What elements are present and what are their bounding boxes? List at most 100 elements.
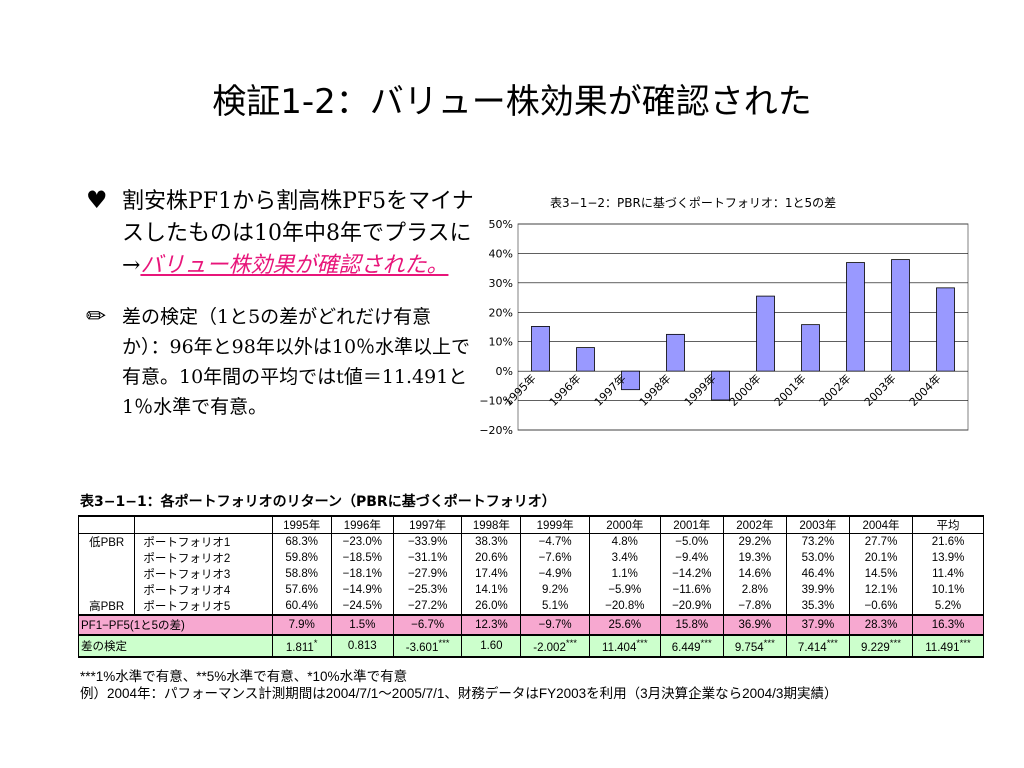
return-cell: 13.9%	[912, 550, 984, 566]
significance-star: ***	[826, 638, 838, 650]
row-group-label	[77, 550, 136, 566]
return-cell: 29.2%	[722, 533, 787, 550]
tstat-cell: 11.404***	[588, 635, 661, 658]
return-cell: −4.9%	[520, 566, 590, 582]
return-cell: 59.8%	[271, 550, 332, 566]
slide-title: 検証1-2：バリュー株効果が確認された	[212, 82, 812, 122]
significance-star: ***	[700, 638, 712, 650]
bar	[531, 326, 550, 372]
diff-cell: 16.3%	[912, 614, 984, 636]
column-header: 1997年	[392, 515, 463, 534]
return-cell: 14.6%	[722, 566, 787, 582]
return-cell: −18.5%	[330, 550, 394, 566]
row-group-label: 低PBR	[77, 533, 136, 550]
pencil-icon: ✏	[86, 302, 107, 330]
test-label: 差の検定	[78, 635, 273, 658]
return-cell: −24.5%	[330, 598, 394, 616]
table-row: ポートフォリオ3 58.8% −18.1% −27.9% 17.4% −4.9% 1.1% −…	[77, 566, 984, 582]
diff-cell: 15.8%	[659, 614, 724, 636]
note-example: 例）2004年：パフォーマンス計測期間は2004/7/1〜2005/7/1、財務…	[80, 686, 838, 701]
return-cell: −27.9%	[392, 566, 463, 582]
return-cell: 57.6%	[271, 582, 332, 598]
significance-star: ***	[636, 638, 648, 650]
return-cell: 35.3%	[785, 598, 850, 616]
y-tick-label: 0%	[496, 365, 513, 378]
significance-star: ***	[438, 638, 450, 650]
bullet-item-1: ♥ 割安株PF1から割高株PF5をマイナスしたものは10年中8年でプラスに→バリ…	[86, 186, 476, 282]
bar	[936, 287, 955, 372]
column-header: 2000年	[588, 515, 661, 534]
y-tick-label: 50%	[489, 218, 513, 231]
tstat-cell: 0.813	[330, 635, 394, 658]
return-cell: −20.8%	[588, 598, 661, 616]
column-header: 1998年	[461, 515, 522, 534]
tstat-cell: 1.60	[461, 635, 522, 658]
returns-table: 1995年 1996年 1997年 1998年 1999年 2000年 2001年 2002年…	[77, 515, 984, 658]
bar	[801, 324, 820, 372]
diff-label: PF1−PF5(1と5の差)	[78, 614, 273, 636]
return-cell: 5.2%	[912, 598, 984, 616]
table-row: 低PBR ポートフォリオ1 68.3% −23.0% −33.9% 38.3% −4.7% 4…	[77, 533, 984, 550]
significance-star: ***	[889, 638, 901, 650]
diff-cell: 7.9%	[271, 614, 332, 636]
return-cell: −23.0%	[330, 533, 394, 550]
return-cell: −33.9%	[392, 533, 463, 550]
portfolio-name: ポートフォリオ4	[134, 582, 273, 598]
significance-star: ***	[959, 638, 971, 650]
return-cell: −25.3%	[392, 582, 463, 598]
y-tick-label: 30%	[489, 277, 513, 290]
y-tick-label: 20%	[489, 306, 513, 319]
return-cell: −27.2%	[392, 598, 463, 616]
return-cell: −14.2%	[659, 566, 724, 582]
tstat-cell: 1.811*	[271, 635, 332, 658]
column-header: 1995年	[271, 515, 332, 534]
table-row: ポートフォリオ2 59.8% −18.5% −31.1% 20.6% −7.6% 3.4% −…	[77, 550, 984, 566]
return-cell: 26.0%	[461, 598, 522, 616]
bar	[756, 295, 775, 372]
return-cell: −7.8%	[722, 598, 787, 616]
column-header: 2001年	[659, 515, 724, 534]
bar	[891, 259, 910, 372]
bullet-item-2: ✏ 差の検定（1と5の差がどれだけ有意か）：96年と98年以外は10％水準以上で…	[86, 302, 476, 422]
diff-cell: −6.7%	[392, 614, 463, 636]
tstat-cell: -2.002***	[520, 635, 590, 658]
diff-cell: −9.7%	[520, 614, 590, 636]
return-cell: −14.9%	[330, 582, 394, 598]
return-cell: 11.4%	[912, 566, 984, 582]
return-cell: 5.1%	[520, 598, 590, 616]
bar	[711, 370, 730, 401]
significance-star: ***	[565, 638, 578, 650]
diff-cell: 28.3%	[848, 614, 914, 636]
return-cell: 58.8%	[271, 566, 332, 582]
portfolio-name: ポートフォリオ1	[134, 533, 273, 550]
return-cell: −0.6%	[848, 598, 914, 616]
portfolio-name: ポートフォリオ3	[134, 566, 273, 582]
row-group-label	[77, 582, 136, 598]
column-header: 1999年	[520, 515, 590, 534]
y-tick-label: −20%	[479, 424, 513, 437]
header-empty-cell	[77, 515, 136, 534]
column-header: 2002年	[722, 515, 787, 534]
table-row: ポートフォリオ4 57.6% −14.9% −25.3% 14.1% 9.2% −5.9% −…	[77, 582, 984, 598]
y-tick-label: −10%	[479, 395, 513, 408]
return-cell: 14.1%	[461, 582, 522, 598]
diff-cell: 25.6%	[588, 614, 661, 636]
significance-star: *	[313, 638, 318, 650]
tstat-cell: 11.491***	[912, 635, 984, 658]
bullet-list: ♥ 割安株PF1から割高株PF5をマイナスしたものは10年中8年でプラスに→バリ…	[86, 186, 476, 422]
return-cell: 27.7%	[848, 533, 914, 550]
return-cell: 1.1%	[588, 566, 661, 582]
return-cell: 14.5%	[848, 566, 914, 582]
diff-cell: 36.9%	[722, 614, 787, 636]
return-cell: 53.0%	[785, 550, 850, 566]
return-cell: 46.4%	[785, 566, 850, 582]
y-tick-label: 10%	[489, 336, 513, 349]
diff-row: PF1−PF5(1と5の差) 7.9% 1.5% −6.7% 12.3% −9.7% 25.…	[78, 614, 984, 636]
return-cell: −9.4%	[659, 550, 724, 566]
diff-cell: 1.5%	[330, 614, 394, 636]
notes: ***1%水準で有意、**5%水準で有意、*10%水準で有意 例）2004年：パ…	[80, 668, 837, 702]
diff-cell: 12.3%	[461, 614, 522, 636]
return-cell: 2.8%	[722, 582, 787, 598]
tstat-cell: -3.601***	[392, 635, 463, 658]
return-cell: 4.8%	[588, 533, 661, 550]
